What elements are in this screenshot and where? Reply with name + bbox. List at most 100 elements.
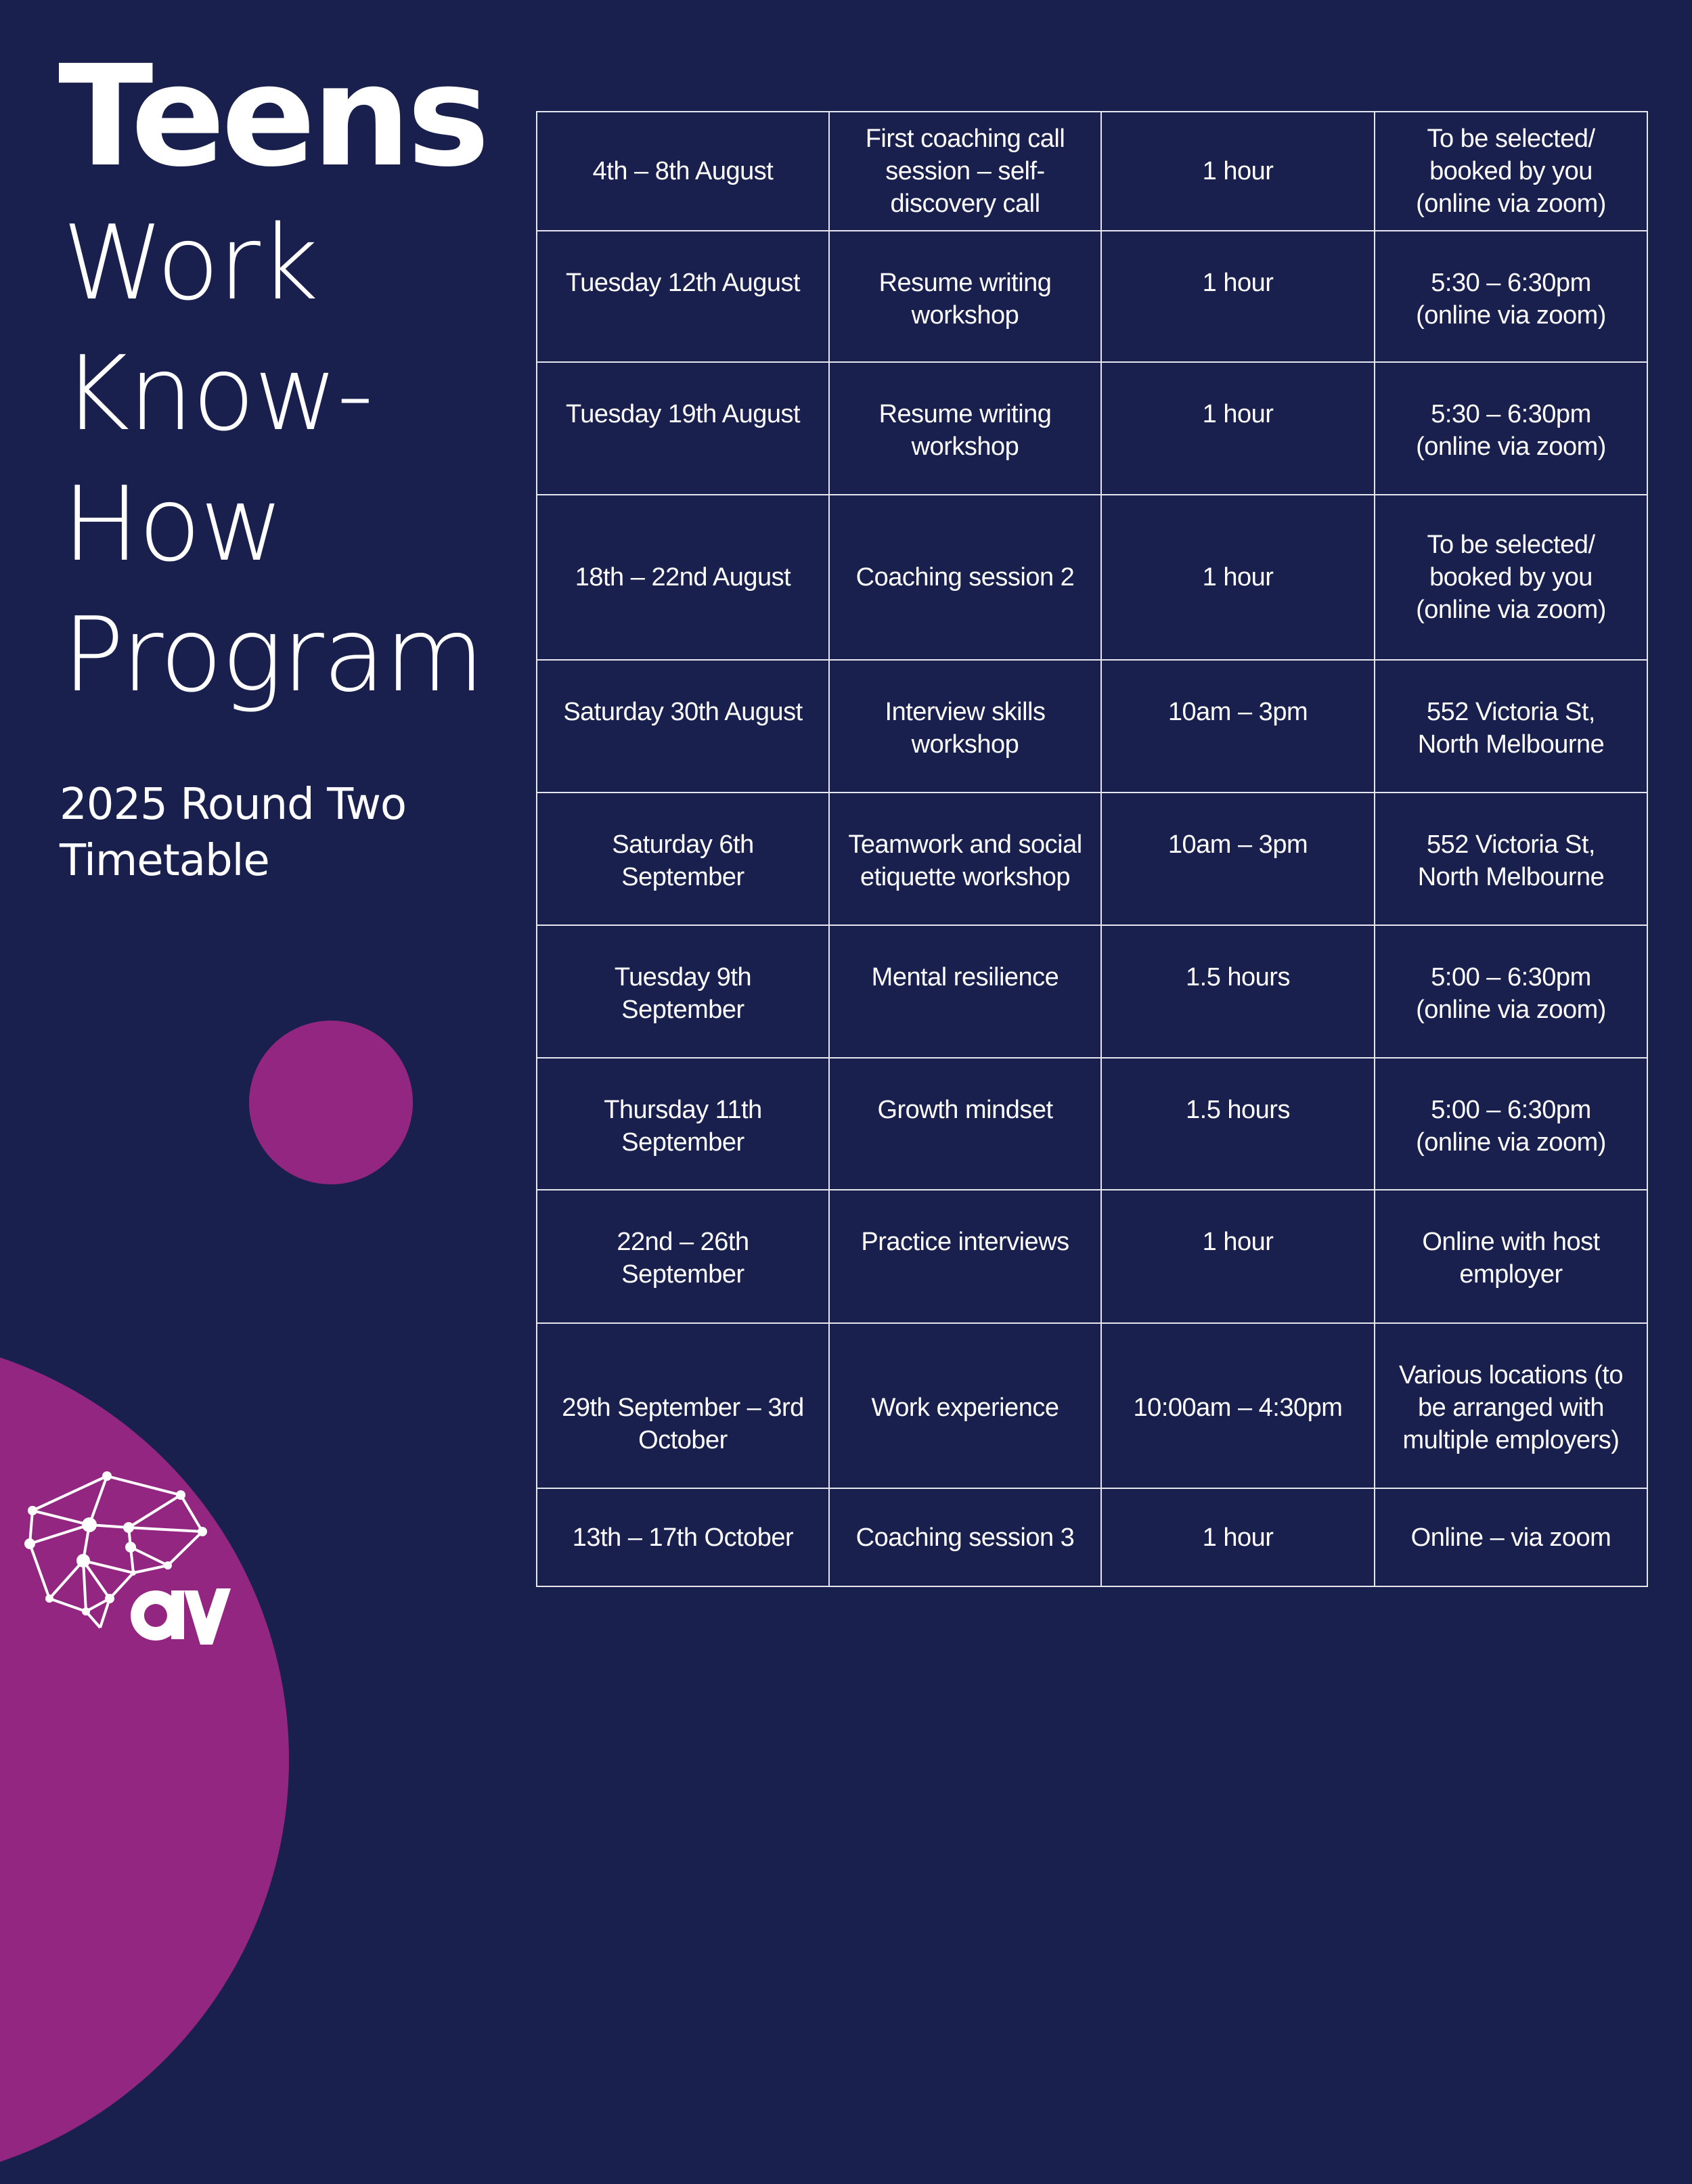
cell-location: 5:30 – 6:30pm (online via zoom) — [1374, 361, 1648, 495]
cell-text-line: 10:00am – 4:30pm — [1133, 1394, 1343, 1422]
cell-duration: 1.5 hours — [1100, 1057, 1375, 1190]
table-row: Tuesday 12th August Resume writing worksho… — [536, 230, 1648, 363]
cell-text-line: Teamwork and social — [848, 830, 1082, 859]
cell-date: 22nd – 26th September — [536, 1189, 830, 1324]
table-row: 29th September – 3rd October Work experien… — [536, 1322, 1648, 1489]
table-row: Thursday 11th September Growth mindset 1.5 … — [536, 1057, 1648, 1190]
cell-location: 5:00 – 6:30pm (online via zoom) — [1374, 924, 1648, 1058]
cell-text-line: 10am – 3pm — [1167, 698, 1308, 726]
cell-date: 4th – 8th August — [536, 111, 830, 231]
cell-location: 552 Victoria St, North Melbourne — [1374, 659, 1648, 793]
cell-duration: 1.5 hours — [1100, 924, 1375, 1058]
cell-duration: 1 hour — [1100, 1488, 1375, 1587]
table-row: Saturday 30th August Interview skills work… — [536, 659, 1648, 793]
cell-text-line: (online via zoom) — [1416, 996, 1606, 1024]
cell-text-line: September — [621, 863, 744, 891]
cell-text-line: 1 hour — [1202, 400, 1274, 428]
cell-text-line: Tuesday 19th August — [565, 400, 801, 428]
cell-text-line: 1 hour — [1202, 269, 1274, 297]
cell-text-line: etiquette workshop — [860, 863, 1070, 891]
cell-duration: 1 hour — [1100, 111, 1375, 231]
cell-duration: 10:00am – 4:30pm — [1100, 1322, 1375, 1489]
cell-text-line: North Melbourne — [1417, 863, 1605, 891]
cell-activity: Practice interviews — [828, 1189, 1102, 1324]
cell-activity: First coaching call session – self-discov… — [828, 111, 1102, 231]
cell-text-line: workshop — [911, 432, 1019, 461]
table-row: 22nd – 26th September Practice interviews 1… — [536, 1189, 1648, 1324]
cell-text-line: 29th September – 3rd — [562, 1394, 804, 1422]
cell-text-line: First coaching call — [865, 125, 1065, 153]
cell-text-line: 5:30 – 6:30pm — [1431, 269, 1591, 297]
cell-date: 18th – 22nd August — [536, 494, 830, 661]
cell-text-line: booked by you — [1429, 157, 1593, 185]
subtitle-line-timetable: Timetable — [60, 836, 270, 886]
cell-text-line: Tuesday 12th August — [565, 269, 801, 297]
cell-text-line: Growth mindset — [877, 1096, 1053, 1124]
network-nodes — [24, 1471, 207, 1615]
cell-duration: 1 hour — [1100, 230, 1375, 363]
cell-activity: Work experience — [828, 1322, 1102, 1489]
cell-date: Tuesday 9th September — [536, 924, 830, 1058]
av-wordmark — [131, 1588, 231, 1645]
cell-location: Online – via zoom — [1374, 1488, 1648, 1587]
cell-text-line: 5:00 – 6:30pm — [1431, 963, 1591, 991]
cell-text-line: Online with host — [1422, 1228, 1600, 1256]
cell-text-line: Interview skills — [885, 698, 1046, 726]
title-line-program: Program — [62, 595, 485, 715]
cell-text-line: (online via zoom) — [1416, 301, 1606, 330]
cell-text-line: 1 hour — [1202, 1523, 1274, 1552]
cell-text-line: (online via zoom) — [1416, 432, 1606, 461]
cell-text-line: 13th – 17th October — [572, 1523, 794, 1552]
cell-text-line: workshop — [911, 301, 1019, 330]
cell-text-line: Mental resilience — [871, 963, 1059, 991]
cell-text-line: September — [621, 1128, 744, 1157]
cell-location: Various locations (to be arranged with mul… — [1374, 1322, 1648, 1489]
title-line-how: How — [62, 464, 284, 584]
cell-duration: 1 hour — [1100, 494, 1375, 661]
cell-activity: Coaching session 2 — [828, 494, 1102, 661]
cell-text-line: Saturday 30th August — [563, 698, 803, 726]
cell-date: Thursday 11th September — [536, 1057, 830, 1190]
cell-location: 5:00 – 6:30pm (online via zoom) — [1374, 1057, 1648, 1190]
cell-text-line: Work experience — [871, 1394, 1059, 1422]
cell-text-line: 22nd – 26th — [617, 1228, 749, 1256]
cell-date: Tuesday 12th August — [536, 230, 830, 363]
cell-text-line: Thursday 11th — [604, 1096, 762, 1124]
table-row: 4th – 8th August First coaching call sessi… — [536, 111, 1648, 231]
cell-text-line: be arranged with — [1417, 1394, 1605, 1422]
subtitle: 2025 Round Two Timetable — [60, 777, 407, 889]
cell-activity: Teamwork and social etiquette workshop — [828, 792, 1102, 926]
subtitle-line-round: 2025 Round Two — [60, 780, 407, 830]
cell-text-line: Resume writing — [878, 269, 1052, 297]
cell-text-line: Saturday 6th — [612, 830, 754, 859]
cell-text-line: Online – via zoom — [1410, 1523, 1611, 1552]
cell-date: Tuesday 19th August — [536, 361, 830, 495]
title-teens: Teens — [58, 35, 490, 198]
cell-location: To be selected/booked by you (online via … — [1374, 494, 1648, 661]
cell-text-line: 5:00 – 6:30pm — [1431, 1096, 1591, 1124]
cell-text-line: employer — [1459, 1260, 1563, 1289]
cell-text-line: 5:30 – 6:30pm — [1431, 400, 1591, 428]
cell-text-line: 1 hour — [1202, 157, 1274, 185]
title-line-know: Know- — [62, 334, 374, 453]
cell-text-line: 4th – 8th August — [592, 157, 774, 185]
cell-text-line: Practice interviews — [861, 1228, 1069, 1256]
page-title: Work Know- How Program — [62, 198, 485, 720]
cell-text-line: 1 hour — [1202, 1228, 1274, 1256]
cell-text-line: Coaching session 2 — [855, 563, 1075, 592]
cell-text-line: (online via zoom) — [1416, 1128, 1606, 1157]
cell-text-line: session – self- — [885, 157, 1045, 185]
cell-text-line: 1.5 hours — [1186, 963, 1290, 991]
cell-activity: Interview skills workshop — [828, 659, 1102, 793]
table-row: 13th – 17th October Coaching session 3 1 h… — [536, 1488, 1648, 1587]
cell-text-line: 18th – 22nd August — [575, 563, 791, 592]
cell-date: Saturday 30th August — [536, 659, 830, 793]
cell-duration: 10am – 3pm — [1100, 659, 1375, 793]
cell-text-line: To be selected/ — [1427, 531, 1595, 559]
cell-text-line: Coaching session 3 — [855, 1523, 1075, 1552]
cell-duration: 1 hour — [1100, 361, 1375, 495]
cell-activity: Resume writing workshop — [828, 230, 1102, 363]
cell-date: Saturday 6th September — [536, 792, 830, 926]
table-row: Saturday 6th September Teamwork and social… — [536, 792, 1648, 926]
cell-text-line: (online via zoom) — [1416, 596, 1606, 624]
